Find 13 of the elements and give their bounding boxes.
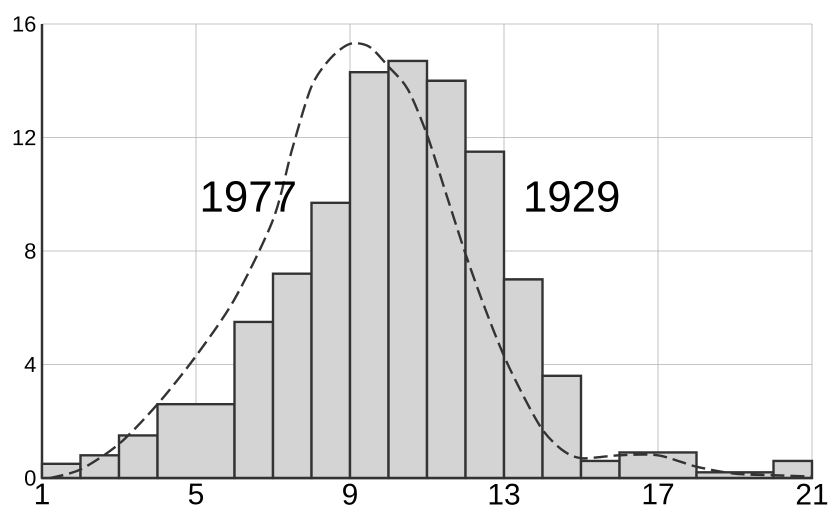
x-tick-label: 13 [490, 484, 520, 505]
series-label: 1977 [202, 181, 295, 212]
y-tick-label: 16 [14, 16, 36, 32]
y-tick-label: 8 [25, 243, 36, 259]
series-label: 1929 [526, 181, 618, 212]
x-tick-label: 5 [188, 484, 204, 505]
y-tick-label: 12 [14, 130, 36, 146]
x-tick-label: 17 [644, 484, 674, 504]
x-tick-label: 9 [343, 484, 357, 505]
y-tick-label: 4 [24, 356, 36, 372]
y-tick-label: 0 [25, 470, 36, 486]
x-tick-label: 1 [36, 484, 49, 504]
x-tick-label: 21 [796, 484, 828, 505]
